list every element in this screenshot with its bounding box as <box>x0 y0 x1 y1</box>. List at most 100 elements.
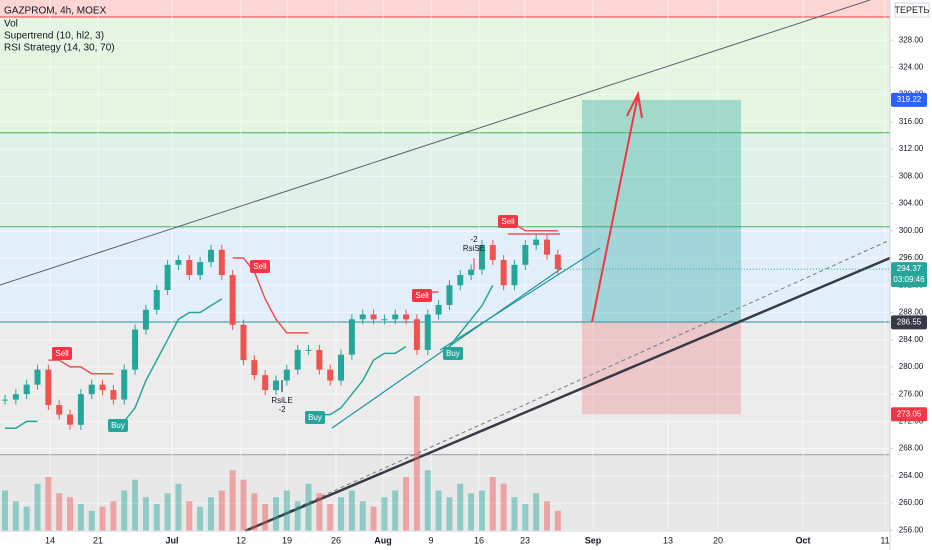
candle <box>197 262 204 276</box>
signal-badge <box>52 347 72 360</box>
y-tick-label: 328.00 <box>899 35 924 44</box>
volume-bar <box>229 470 236 531</box>
volume-bar <box>381 497 388 531</box>
candle <box>142 309 149 330</box>
volume-bar <box>283 490 290 531</box>
volume-bar <box>305 483 312 531</box>
grid <box>0 39 890 531</box>
candle <box>77 394 84 425</box>
volume-bar <box>218 490 225 531</box>
profit-zone <box>582 99 741 323</box>
currency: ТЕРЕТЬ <box>895 5 930 15</box>
candle <box>88 384 95 395</box>
position <box>582 99 741 415</box>
candle <box>110 390 117 400</box>
candle <box>23 384 30 395</box>
candles <box>2 234 890 430</box>
volume-bar <box>500 483 507 531</box>
x-tick-label: 21 <box>93 535 103 545</box>
supertrend-line <box>48 359 114 375</box>
volume-bar <box>23 506 30 531</box>
indicator: RSI Strategy (14, 30, 70) <box>4 43 115 54</box>
price-tag <box>891 315 927 330</box>
support-line <box>244 256 891 533</box>
y-tick-label: 284.00 <box>899 335 924 344</box>
candle <box>522 245 529 265</box>
candle <box>457 275 464 286</box>
candle <box>478 245 485 270</box>
y-tick-label: 296.00 <box>899 253 924 262</box>
x-tick-label: 26 <box>331 535 341 545</box>
volume-bar <box>392 490 399 531</box>
signal-label: Sell <box>415 291 429 300</box>
x-tick-label: 19 <box>282 535 292 545</box>
volume-bar <box>207 497 214 531</box>
candle <box>424 314 431 350</box>
y-tick-label: 312.00 <box>899 144 924 153</box>
volume-bar <box>359 501 366 531</box>
y-tick-label: 280.00 <box>899 362 924 371</box>
zone <box>0 454 890 531</box>
volume-bar <box>338 497 345 531</box>
volume-bar <box>316 493 323 531</box>
volume-bar <box>197 506 204 531</box>
candle <box>413 319 420 350</box>
signal-badge <box>305 411 325 424</box>
candle <box>283 369 290 381</box>
volume-bar <box>327 504 334 531</box>
volume-bar <box>12 501 19 531</box>
volume-bar <box>164 493 171 531</box>
candle <box>327 369 334 381</box>
volume-bar <box>544 501 550 531</box>
volume-bar <box>56 493 63 531</box>
loss-zone <box>582 322 741 415</box>
y-tick-label: 264.00 <box>899 471 924 480</box>
price-tag <box>891 407 927 422</box>
volume-bar <box>403 477 410 531</box>
price-tag-label: 286.55 <box>897 317 922 326</box>
volume-bar <box>175 483 182 531</box>
candle <box>240 324 247 361</box>
candle <box>132 329 139 370</box>
x-tick-label: 14 <box>45 535 55 545</box>
volume-bar <box>478 490 485 531</box>
volume-bar <box>45 477 52 531</box>
volume-bar <box>67 497 74 531</box>
supertrend-line <box>232 257 309 334</box>
volume-bar <box>489 477 496 531</box>
candle <box>273 380 279 391</box>
candle <box>218 249 225 276</box>
x-tick-label: 11 <box>880 535 889 545</box>
volume-bar <box>511 497 518 531</box>
currency-box <box>894 2 930 18</box>
y-tick-label: 324.00 <box>899 63 924 72</box>
volume-bar <box>132 479 139 531</box>
zone <box>0 17 890 133</box>
x-tick-label: Sep <box>585 535 602 545</box>
candle <box>45 369 52 406</box>
price-tag-label: 273.05 <box>897 409 922 418</box>
indicator: Vol <box>4 19 18 30</box>
countdown: 03:09:46 <box>893 275 925 284</box>
volume-bar <box>88 510 95 531</box>
candle <box>294 349 301 370</box>
volume-bar <box>240 479 247 531</box>
x-tick-label: 12 <box>236 535 246 545</box>
channel-line <box>0 0 871 286</box>
y-tick-label: 276.00 <box>899 389 924 398</box>
signal-label: Buy <box>446 349 460 358</box>
volume-bar <box>413 396 420 531</box>
candle <box>67 414 74 425</box>
candle <box>153 290 160 310</box>
candle <box>381 319 388 321</box>
candle <box>207 249 214 263</box>
volume-bar <box>153 504 160 531</box>
trend-line <box>439 247 601 351</box>
supertrend-line <box>448 284 494 347</box>
price-tag-label: 319.22 <box>897 95 922 104</box>
candle <box>511 264 518 286</box>
volume-bar <box>424 470 431 531</box>
x-tick-label: 20 <box>713 535 723 545</box>
signal-badge <box>412 289 432 302</box>
zone <box>0 226 890 323</box>
